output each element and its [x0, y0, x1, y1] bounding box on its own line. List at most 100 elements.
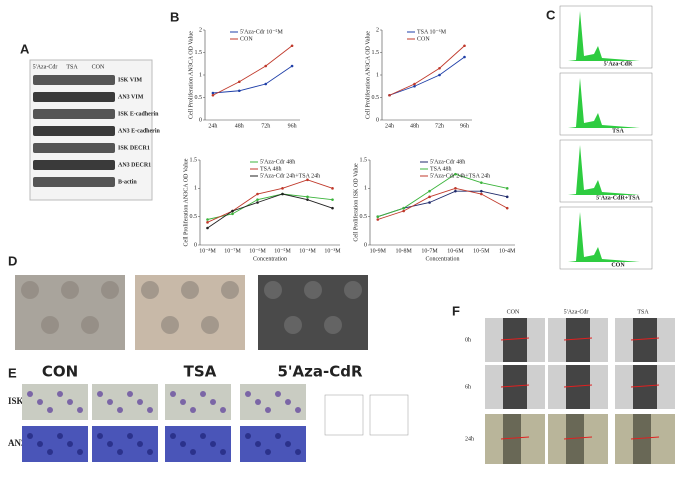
flow-frame [559, 206, 653, 270]
point [480, 181, 483, 184]
wound-marker [500, 337, 530, 341]
stained-cell [295, 449, 301, 455]
point [505, 187, 509, 190]
blot-row: ISK E-cadherin [118, 111, 159, 117]
x-tick-label: 10⁻⁸M [199, 248, 216, 254]
y-label: Cell Proliferation AN3CA OD Value [182, 158, 189, 246]
wound-gap [503, 414, 521, 464]
legend-label: 5'Aza-Cdr 10⁻⁵M [240, 29, 283, 35]
y-tick-label: 0.5 [190, 214, 198, 220]
x-label: Concentration [426, 256, 460, 262]
invasion-image [240, 426, 306, 462]
series-line [212, 65, 293, 94]
wound-marker [630, 384, 660, 388]
blot-row: AN3 VIM [118, 94, 144, 100]
point [290, 44, 294, 48]
stained-cell [67, 399, 73, 405]
legend-label: TSA 48h [260, 166, 282, 172]
stained-cell [265, 449, 271, 455]
mini-chart-frame [369, 394, 409, 436]
stained-cell [27, 391, 33, 397]
stained-cell [220, 407, 226, 413]
invasion-image [165, 426, 231, 462]
cell-cluster [221, 281, 239, 299]
invasion-image [92, 426, 158, 462]
cell-cluster [344, 281, 362, 299]
y-tick-label: 1 [376, 72, 379, 78]
stained-cell [47, 449, 53, 455]
stained-cell [255, 441, 261, 447]
stained-cell [210, 441, 216, 447]
point [480, 192, 483, 196]
panel-letter: F [452, 303, 460, 318]
row-header: AN3 [8, 438, 26, 448]
x-tick-label: 10⁻⁷M [224, 248, 241, 254]
mini-chart-frame [324, 394, 364, 436]
blot-column: 5'Aza-Cdr [33, 64, 58, 70]
y-tick-label: 0.5 [360, 214, 368, 220]
y-tick-label: 0 [194, 242, 197, 248]
point [402, 206, 405, 210]
x-tick-label: 48h [410, 123, 419, 129]
cell-cluster [101, 281, 119, 299]
legend-label: CON [240, 36, 253, 42]
flow-label: CON [611, 262, 625, 268]
point [231, 209, 234, 213]
point [256, 192, 259, 196]
stained-cell [200, 391, 206, 397]
stained-cell [37, 441, 43, 447]
stained-cell [180, 441, 186, 447]
column-header: TSA [637, 309, 649, 315]
point [402, 209, 405, 213]
point [281, 187, 284, 190]
legend-label: 5'Aza-Cdr 24h+TSA 24h [260, 173, 320, 179]
stained-cell [275, 391, 281, 397]
stained-cell [27, 433, 33, 439]
x-tick-label: 10⁻⁵M [274, 248, 291, 254]
y-tick-label: 1 [194, 186, 197, 192]
series-line [389, 45, 465, 96]
y-tick-label: 0 [199, 117, 202, 123]
stained-cell [107, 441, 113, 447]
point [413, 82, 416, 86]
stained-cell [137, 399, 143, 405]
column-header: TSA [184, 363, 217, 381]
legend-label: 5'Aza-Cdr 48h [260, 159, 295, 165]
stained-cell [117, 449, 123, 455]
point [454, 187, 457, 190]
point [256, 198, 259, 201]
wound-marker [630, 436, 660, 440]
panel-letter: B [170, 9, 179, 24]
point [264, 64, 267, 68]
stained-cell [127, 391, 133, 397]
point [438, 66, 441, 70]
y-tick-label: 1.5 [360, 157, 368, 163]
y-tick-label: 1 [364, 186, 367, 192]
point [463, 44, 466, 48]
stained-cell [77, 449, 83, 455]
series-line [377, 173, 508, 218]
wound-marker [563, 384, 593, 388]
stained-cell [180, 399, 186, 405]
point [428, 195, 431, 199]
point [428, 201, 431, 204]
point [306, 178, 309, 182]
series-line [207, 179, 333, 223]
stained-cell [127, 433, 133, 439]
blot-band [33, 75, 115, 85]
cell-cluster [264, 281, 282, 299]
y-tick-label: 1.5 [195, 50, 203, 56]
stained-cell [97, 391, 103, 397]
point [480, 189, 483, 193]
cell-cluster [161, 316, 179, 334]
blot-row: AN3 E-cadherin [118, 128, 160, 134]
stained-cell [57, 391, 63, 397]
stained-cell [245, 433, 251, 439]
flow-frame [559, 5, 653, 69]
point [388, 93, 391, 97]
flow-label: 5'Aza-CdR [604, 61, 633, 67]
stained-cell [285, 399, 291, 405]
blot-row: ISK VIM [118, 77, 142, 83]
series-line [207, 193, 333, 229]
point [231, 212, 234, 216]
